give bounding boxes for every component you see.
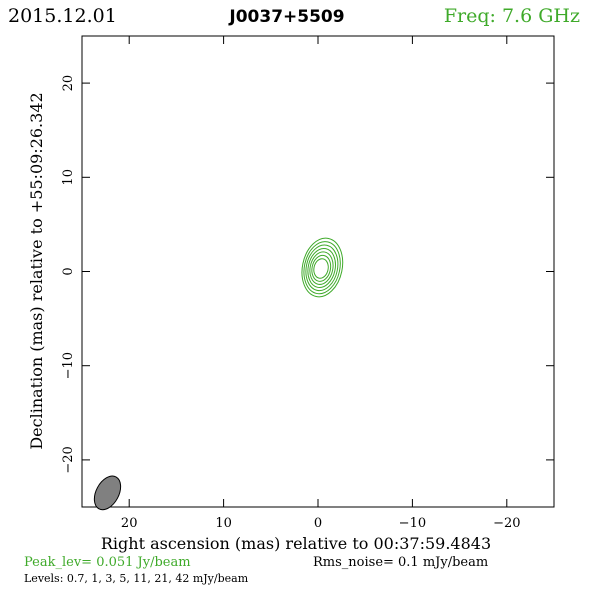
epoch-date: 2015.12.01 (8, 5, 117, 27)
y-tick-label: 10 (61, 169, 76, 186)
contour-levels: Levels: 0.7, 1, 3, 5, 11, 21, 42 mJy/bea… (24, 572, 249, 585)
x-tick-label: 0 (314, 516, 322, 531)
beam-ellipse (93, 475, 122, 511)
contour-level-21 (311, 254, 332, 282)
frequency-label: Freq: 7.6 GHz (444, 5, 580, 27)
source-contours (301, 237, 344, 298)
contour-level-3 (305, 244, 339, 292)
y-tick-label: −10 (61, 352, 76, 379)
y-ticks: 20 10 0 −10 −20 (61, 75, 554, 474)
x-ticks: 20 10 0 −10 −20 (121, 36, 521, 531)
source-name: J0037+5509 (228, 7, 344, 27)
y-tick-label: 0 (61, 267, 76, 275)
contour-level-1 (303, 241, 341, 295)
contour-level-0.7 (301, 237, 344, 298)
peak-level: Peak_lev= 0.051 Jy/beam (24, 555, 191, 570)
x-tick-label: −10 (399, 516, 426, 531)
contour-level-42 (313, 258, 329, 279)
x-tick-label: −20 (493, 516, 520, 531)
y-axis-label: Declination (mas) relative to +55:09:26.… (27, 92, 46, 449)
y-tick-label: −20 (61, 446, 76, 473)
contour-level-11 (309, 251, 334, 285)
x-axis-label: Right ascension (mas) relative to 00:37:… (101, 534, 491, 553)
plot-frame (81, 35, 555, 508)
beam-shape (93, 475, 122, 511)
contour-level-5 (307, 247, 336, 289)
x-tick-label: 20 (121, 516, 138, 531)
rms-noise: Rms_noise= 0.1 mJy/beam (313, 555, 488, 570)
y-tick-label: 20 (61, 75, 76, 92)
x-tick-label: 10 (215, 516, 232, 531)
